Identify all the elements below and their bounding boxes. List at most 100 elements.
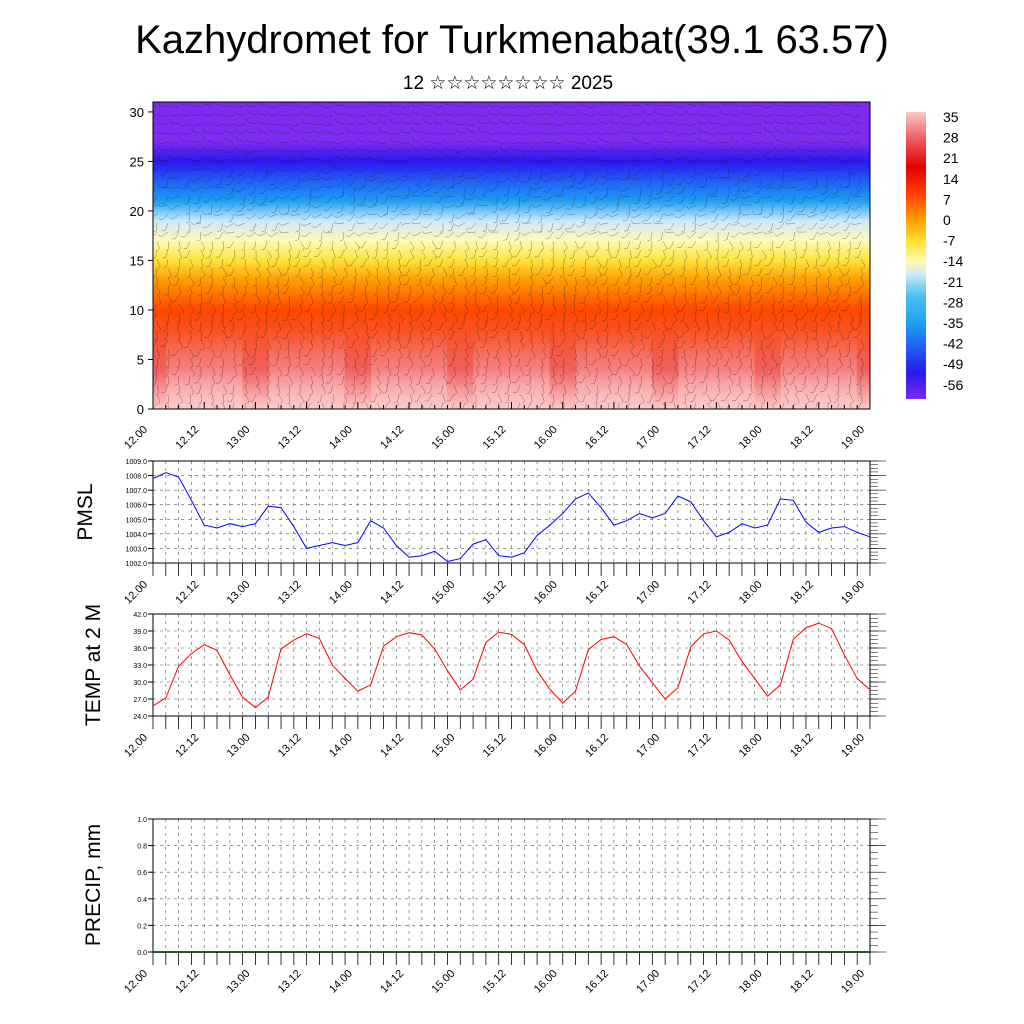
wind-barb <box>664 146 675 152</box>
wind-barb <box>609 102 620 107</box>
wind-barb <box>183 339 191 349</box>
wind-barb <box>643 102 653 107</box>
wind-barb <box>835 375 840 386</box>
wind-barb <box>644 267 653 276</box>
wind-barb <box>472 294 477 305</box>
wind-barb <box>718 204 730 209</box>
wind-barb <box>612 249 620 259</box>
wind-barb <box>338 321 345 331</box>
wind-barb <box>231 276 236 288</box>
wind-barb <box>664 139 675 143</box>
wind-barb <box>175 222 180 233</box>
wind-barb <box>191 128 202 134</box>
wind-barb <box>197 321 202 332</box>
wind-barb <box>857 384 862 395</box>
wind-barb <box>651 321 656 333</box>
wind-barb <box>360 393 367 403</box>
wind-barb <box>249 195 257 205</box>
wind-barb <box>329 240 334 251</box>
temp-grid <box>153 613 870 717</box>
wind-barb <box>851 168 862 175</box>
wind-barb <box>840 102 851 107</box>
wind-barb <box>299 393 305 405</box>
wind-barb <box>277 267 282 279</box>
wind-barb <box>680 222 686 233</box>
wind-barb <box>847 285 852 297</box>
heating-patch <box>473 330 550 409</box>
wind-barb <box>721 249 730 258</box>
wind-barb <box>555 231 565 239</box>
wind-barb <box>428 402 433 409</box>
wind-barb <box>736 294 741 305</box>
wind-barb <box>343 357 348 369</box>
wind-barb <box>546 285 554 295</box>
wind-barb <box>674 122 686 126</box>
wind-barb <box>663 212 675 216</box>
wind-barb <box>611 339 620 348</box>
wind-barb <box>430 339 434 351</box>
wind-barb <box>337 276 345 285</box>
wind-barb <box>798 204 807 213</box>
wind-barb <box>378 102 389 107</box>
wind-barb <box>464 348 469 360</box>
wind-barb <box>805 303 809 315</box>
wind-barb <box>800 321 807 331</box>
wind-barb <box>340 186 345 197</box>
wind-barb <box>755 285 763 294</box>
wind-barb <box>772 375 777 387</box>
wind-barb <box>266 357 272 369</box>
wind-barb <box>798 312 807 321</box>
wind-barb <box>560 357 565 368</box>
wind-barb <box>265 276 269 288</box>
wind-barb <box>684 357 688 369</box>
wind-barb <box>300 222 312 227</box>
colorbar-label: -56 <box>943 377 963 393</box>
wind-barb <box>710 393 719 401</box>
wind-barb <box>499 204 510 211</box>
wind-barb <box>707 159 719 163</box>
wind-barb <box>541 348 547 359</box>
wind-barb <box>153 186 158 193</box>
wind-barb <box>576 222 587 228</box>
wind-barb <box>499 177 510 184</box>
wind-barb <box>497 366 502 378</box>
wind-barb <box>665 186 675 194</box>
wind-barb <box>180 137 191 143</box>
wind-barb <box>153 204 158 207</box>
wind-barb <box>818 195 829 202</box>
wind-barb <box>623 357 631 366</box>
wind-barb <box>412 145 422 152</box>
wind-barb <box>833 393 840 403</box>
wind-barb <box>442 375 448 386</box>
wind-barb <box>223 195 235 200</box>
wind-barb <box>356 146 367 152</box>
wind-barb <box>842 258 851 267</box>
wind-barb <box>810 393 818 402</box>
pmsl-tick-label: 14.00 <box>327 579 355 607</box>
wind-barb <box>823 177 829 188</box>
wind-barb <box>721 393 730 401</box>
wind-barb <box>840 139 851 143</box>
heating-patch <box>575 330 652 409</box>
temp-y-axis-label: TEMP at 2 M <box>82 604 105 726</box>
wind-barb <box>666 267 675 276</box>
wind-barb <box>514 222 521 232</box>
wind-barb <box>538 312 543 323</box>
wind-barb <box>466 175 477 179</box>
wind-barb <box>354 249 358 261</box>
wind-barb <box>568 258 576 268</box>
wind-barb <box>697 157 708 161</box>
wind-barb <box>785 177 796 183</box>
wind-barb <box>290 102 301 107</box>
wind-barb <box>436 258 444 268</box>
wind-barb <box>365 339 370 351</box>
wind-barb <box>321 312 325 324</box>
wind-barb <box>225 136 235 143</box>
wind-barb <box>222 402 226 409</box>
wind-barb <box>689 366 697 376</box>
wind-barb <box>582 168 587 179</box>
wind-barb <box>762 231 774 235</box>
wind-barb <box>206 294 213 304</box>
wind-barb <box>673 285 678 297</box>
wind-barb <box>399 158 411 162</box>
